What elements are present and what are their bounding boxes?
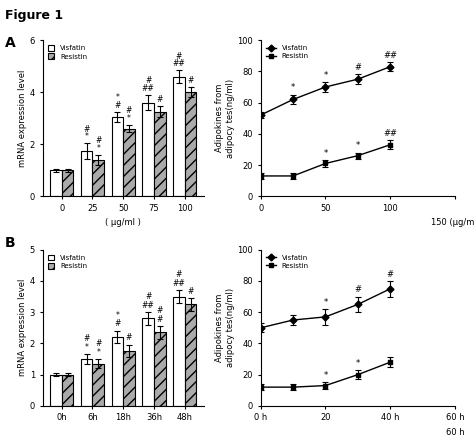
Bar	[173, 297, 185, 406]
Text: #: #	[157, 95, 163, 104]
Text: #: #	[95, 136, 101, 145]
Y-axis label: Adipokines from
adipocy tes(ng/ml): Adipokines from adipocy tes(ng/ml)	[215, 78, 235, 158]
Text: #: #	[187, 287, 194, 296]
Text: *: *	[323, 298, 328, 307]
Text: #: #	[187, 76, 194, 85]
Text: *: *	[323, 71, 328, 80]
Bar	[123, 351, 135, 406]
Bar	[50, 170, 62, 196]
Bar	[142, 318, 154, 406]
Legend: Visfatin, Resistin: Visfatin, Resistin	[46, 44, 89, 61]
Text: #: #	[176, 270, 182, 279]
Text: #: #	[145, 76, 151, 86]
Text: ##: ##	[383, 51, 397, 60]
Text: #: #	[387, 270, 394, 279]
Text: B: B	[5, 236, 15, 250]
Text: #: #	[126, 334, 132, 343]
Bar	[92, 364, 104, 406]
Legend: Visfatin, Resistin: Visfatin, Resistin	[264, 44, 310, 61]
Bar	[62, 375, 73, 406]
Text: Figure 1: Figure 1	[5, 9, 63, 22]
Bar	[173, 77, 185, 196]
Legend: Visfatin, Resistin: Visfatin, Resistin	[264, 253, 310, 270]
Text: *: *	[85, 343, 89, 352]
Bar	[81, 151, 92, 196]
Text: #: #	[145, 292, 151, 301]
Text: #: #	[95, 339, 101, 348]
Bar	[185, 92, 197, 196]
Text: *: *	[323, 149, 328, 158]
Text: #: #	[114, 101, 120, 110]
Bar	[50, 375, 62, 406]
Bar	[111, 337, 123, 406]
Text: #: #	[157, 315, 163, 324]
Text: *: *	[127, 114, 131, 123]
Text: *: *	[116, 311, 119, 320]
X-axis label: ( μg/ml ): ( μg/ml )	[105, 219, 141, 227]
Bar	[62, 170, 73, 196]
Text: ##: ##	[173, 59, 185, 68]
Text: #: #	[355, 63, 361, 72]
Text: #: #	[126, 106, 132, 116]
Text: 60 h: 60 h	[446, 428, 465, 437]
Bar	[154, 333, 166, 406]
Legend: Visfatin, Resistin: Visfatin, Resistin	[46, 253, 89, 271]
Text: 150 (μg/ml): 150 (μg/ml)	[430, 218, 474, 227]
Text: #: #	[114, 319, 120, 328]
Text: *: *	[323, 371, 328, 380]
Bar	[142, 103, 154, 196]
Text: *: *	[85, 132, 89, 141]
Bar	[185, 305, 197, 406]
Text: *: *	[291, 83, 295, 92]
Text: #: #	[176, 52, 182, 61]
Text: ##: ##	[383, 129, 397, 138]
Bar	[154, 112, 166, 196]
Bar	[92, 160, 104, 196]
Text: ##: ##	[142, 301, 155, 310]
Text: #: #	[83, 124, 90, 133]
Text: A: A	[5, 36, 16, 50]
Bar	[81, 359, 92, 406]
Text: *: *	[116, 93, 119, 102]
Text: ##: ##	[142, 84, 155, 93]
Y-axis label: Adipokines from
adipocy tes(ng/ml): Adipokines from adipocy tes(ng/ml)	[215, 288, 235, 368]
Bar	[123, 128, 135, 196]
Text: #: #	[355, 285, 361, 294]
Text: *: *	[96, 347, 100, 356]
Text: #: #	[83, 334, 90, 343]
Y-axis label: mRNA expression level: mRNA expression level	[18, 279, 27, 376]
Text: *: *	[96, 144, 100, 153]
Bar	[111, 117, 123, 196]
Text: *: *	[356, 359, 360, 368]
Text: *: *	[356, 141, 360, 150]
Text: ##: ##	[173, 279, 185, 288]
Y-axis label: mRNA expression level: mRNA expression level	[18, 70, 27, 167]
Text: #: #	[157, 306, 163, 315]
